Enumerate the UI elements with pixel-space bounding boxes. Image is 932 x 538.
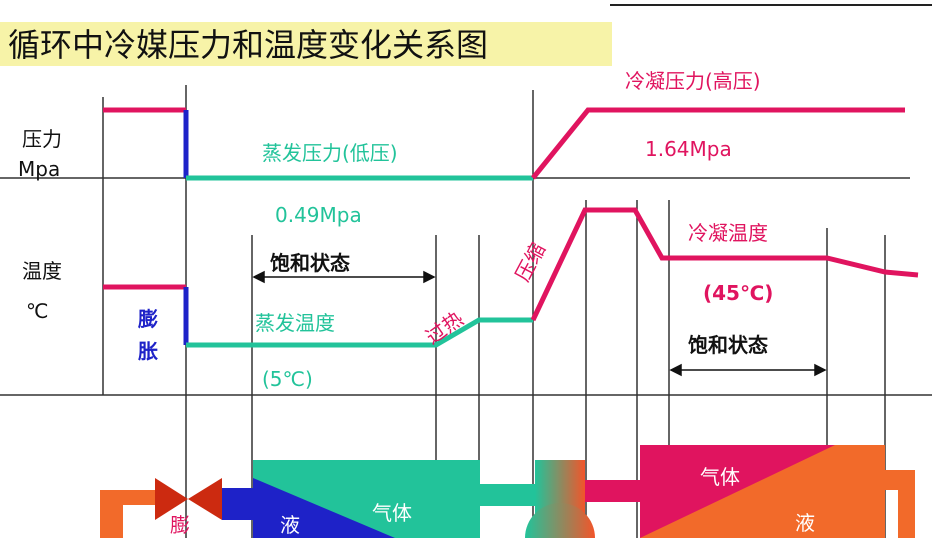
expansion-label-top: 膨 [137,307,158,331]
right-pipe [885,470,915,538]
evap-temp-value: (5℃) [262,367,313,391]
cond-liquid-label: 液 [795,511,815,535]
pressure-unit: Mpa [18,157,60,181]
suction-pipe [480,484,535,506]
temperature-curve [103,207,919,348]
saturation-arrows [252,270,827,377]
cond-gas-label: 气体 [700,465,740,489]
evap-pressure-value: 0.49Mpa [275,203,362,227]
discharge-pipe [585,480,641,502]
expansion-label-bottom: 胀 [138,339,158,363]
compression-label: 压缩 [510,239,550,286]
valve-label: 膨 [170,513,190,537]
blue-pipe [222,488,254,520]
components [100,445,915,538]
temperature-axis-label: 温度 [22,259,62,283]
condenser-gas [640,445,835,538]
cond-pressure-value: 1.64Mpa [645,137,732,161]
pressure-axis-label: 压力 [22,127,62,151]
evap-liquid-label: 液 [280,513,300,537]
saturation-label-right: 饱和状态 [688,333,768,357]
cond-temp-value: (45℃) [703,281,773,305]
saturation-label-left: 饱和状态 [270,251,350,275]
evaporator-liquid [253,478,395,538]
evap-pressure-label: 蒸发压力(低压) [262,141,398,165]
valve-icon [155,478,188,520]
evap-gas-label: 气体 [372,501,412,525]
page-title: 循环中冷媒压力和温度变化关系图 [8,26,488,64]
cond-temp-label: 冷凝温度 [688,221,768,245]
left-pipe [100,490,160,538]
cond-pressure-label: 冷凝压力(高压) [625,69,761,93]
title-highlight [0,22,612,66]
compressor-body [525,503,595,538]
temperature-unit: ℃ [26,299,48,323]
evap-temp-label: 蒸发温度 [255,311,335,335]
pressure-curve [103,107,905,181]
